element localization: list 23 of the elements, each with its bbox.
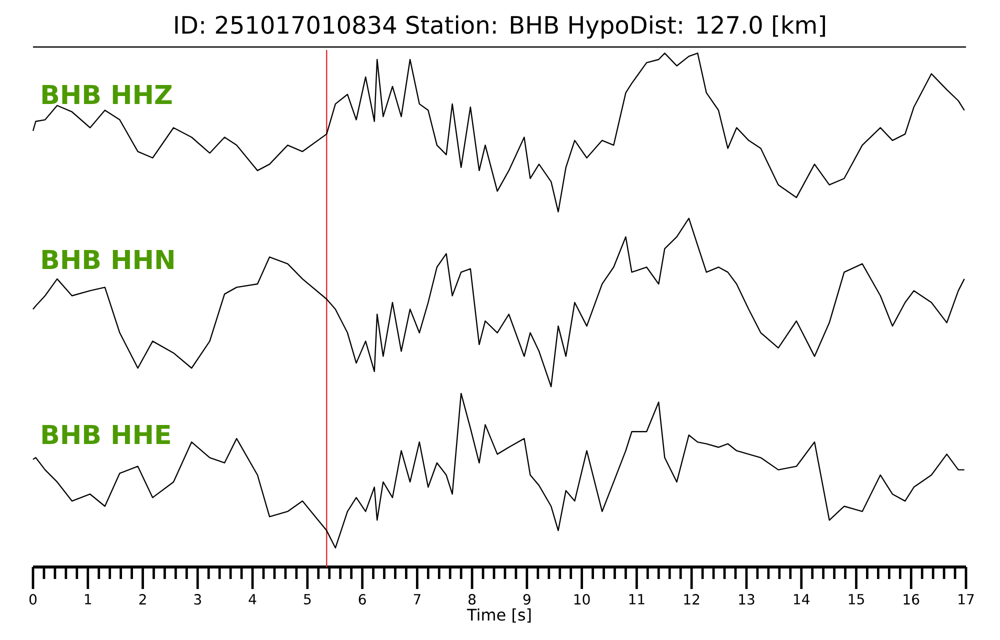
x-tick-label: 3 — [194, 594, 201, 605]
x-tick-label: 16 — [904, 594, 920, 605]
x-tick-label: 6 — [358, 594, 366, 605]
x-tick-label: 13 — [739, 594, 754, 605]
x-tick-label: 17 — [958, 594, 974, 604]
x-tick-label: 9 — [523, 594, 530, 605]
x-tick-label: 1 — [84, 594, 92, 604]
annotation: BHB HHE — [42, 425, 170, 444]
x-tick-label: 2 — [139, 594, 146, 604]
annotation: BHB HHN — [42, 250, 174, 269]
x-tick-label: 12 — [684, 594, 700, 604]
x-tick-label: 10 — [574, 594, 590, 605]
x-tick-label: 5 — [304, 594, 311, 604]
x-tick-label: 15 — [848, 594, 864, 604]
x-tick-label: 11 — [629, 594, 644, 604]
annotation: BHB HHZ — [42, 85, 172, 104]
x-tick-label: 8 — [468, 594, 476, 605]
x-tick-label: 14 — [794, 594, 810, 604]
x-tick-label: 0 — [29, 594, 37, 605]
chart-title: ID: 251017010834 Station: BHB HypoDist: 127.0 [km] — [175, 15, 825, 39]
x-tick-label: 4 — [248, 594, 256, 604]
x-tick-label: 7 — [414, 594, 420, 604]
x-axis-title: Time [s] — [466, 608, 531, 623]
